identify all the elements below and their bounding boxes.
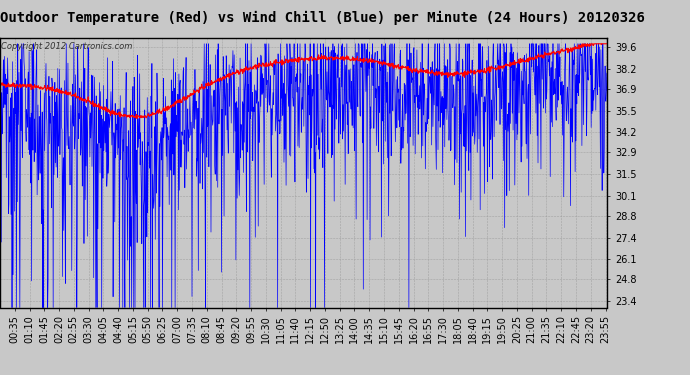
Text: Outdoor Temperature (Red) vs Wind Chill (Blue) per Minute (24 Hours) 20120326: Outdoor Temperature (Red) vs Wind Chill … [0,11,645,26]
Text: Copyright 2012 Cartronics.com: Copyright 2012 Cartronics.com [1,42,132,51]
